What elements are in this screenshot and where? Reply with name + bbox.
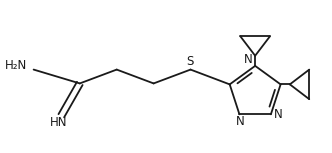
Text: HN: HN xyxy=(50,116,68,129)
Text: H₂N: H₂N xyxy=(4,59,27,72)
Text: N: N xyxy=(236,115,245,128)
Text: S: S xyxy=(186,55,194,68)
Text: N: N xyxy=(243,53,252,66)
Text: N: N xyxy=(274,108,283,121)
